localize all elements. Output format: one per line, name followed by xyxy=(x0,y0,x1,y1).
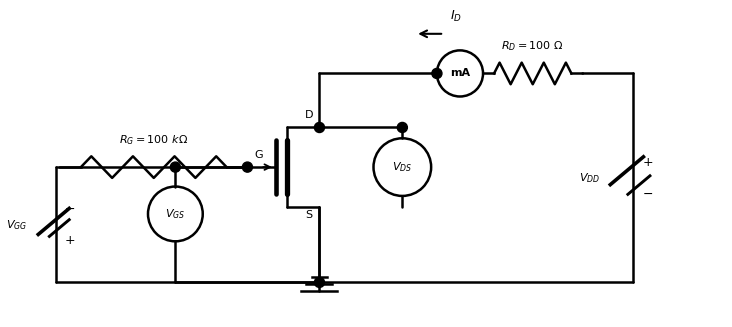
Text: $V_{GS}$: $V_{GS}$ xyxy=(165,207,185,221)
Text: G: G xyxy=(254,150,263,160)
Text: $R_D= 100\ \Omega$: $R_D= 100\ \Omega$ xyxy=(501,40,564,53)
Text: D: D xyxy=(305,110,313,120)
Text: $-$: $-$ xyxy=(64,202,75,215)
Circle shape xyxy=(315,277,324,287)
Text: $V_{GG}$: $V_{GG}$ xyxy=(7,218,28,232)
Text: $+$: $+$ xyxy=(642,156,653,168)
Text: mA: mA xyxy=(450,68,470,78)
Circle shape xyxy=(432,68,442,78)
Text: $I_D$: $I_D$ xyxy=(450,9,463,25)
Text: $V_{DS}$: $V_{DS}$ xyxy=(392,160,412,174)
Circle shape xyxy=(397,122,408,132)
Circle shape xyxy=(242,162,253,172)
Text: $+$: $+$ xyxy=(64,234,75,247)
Text: $-$: $-$ xyxy=(642,187,653,200)
Circle shape xyxy=(171,162,180,172)
Text: $R_G=100\ k\Omega$: $R_G=100\ k\Omega$ xyxy=(119,133,188,147)
Circle shape xyxy=(315,122,324,132)
Text: S: S xyxy=(305,210,313,220)
Text: $V_{DD}$: $V_{DD}$ xyxy=(579,171,600,185)
